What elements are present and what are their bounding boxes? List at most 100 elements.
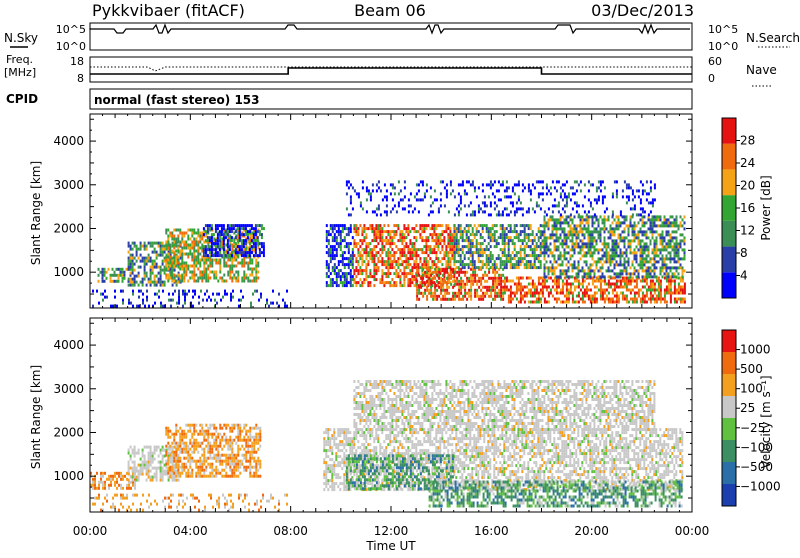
heatmap-cell	[467, 224, 470, 228]
heatmap-cell	[555, 230, 558, 234]
heatmap-cell	[429, 227, 432, 231]
heatmap-cell	[609, 227, 612, 231]
heatmap-cell	[553, 233, 556, 237]
heatmap-cell	[424, 273, 427, 277]
heatmap-cell	[355, 284, 358, 288]
heatmap-cell	[599, 248, 602, 252]
heatmap-cell	[102, 474, 104, 478]
heatmap-cell	[225, 243, 228, 247]
heatmap-cell	[147, 472, 150, 476]
heatmap-cell	[128, 298, 130, 302]
heatmap-cell	[601, 266, 604, 270]
heatmap-cell	[599, 239, 602, 243]
heatmap-cell	[603, 236, 606, 240]
heatmap-cell	[126, 477, 128, 481]
heatmap-cell	[635, 233, 638, 237]
heatmap-cell	[137, 463, 140, 467]
heatmap-cell	[537, 254, 540, 258]
heatmap-cell	[403, 245, 406, 249]
heatmap-cell	[137, 265, 140, 269]
heatmap-cell	[476, 294, 479, 298]
heatmap-cell	[255, 264, 258, 268]
heatmap-cell	[413, 207, 416, 211]
heatmap-cell	[655, 251, 658, 255]
heatmap-cell	[647, 275, 650, 279]
heatmap-cell	[523, 294, 526, 298]
heatmap-cell	[617, 227, 620, 231]
heatmap-cell	[175, 228, 178, 232]
heatmap-cell	[553, 221, 556, 225]
heatmap-cell	[589, 215, 592, 219]
heatmap-cell	[673, 291, 676, 295]
heatmap-cell	[367, 245, 370, 249]
heatmap-cell	[407, 263, 410, 267]
heatmap-cell	[631, 276, 634, 280]
heatmap-cell	[339, 233, 342, 237]
heatmap-cell	[441, 278, 444, 282]
heatmap-cell	[663, 239, 666, 243]
heatmap-cell	[609, 297, 612, 301]
heatmap-cell	[199, 246, 202, 250]
heatmap-cell	[417, 230, 420, 234]
heatmap-cell	[112, 496, 114, 500]
heatmap-cell	[623, 260, 626, 264]
heatmap-cell	[663, 288, 666, 292]
heatmap-cell	[681, 266, 684, 270]
heatmap-cell	[359, 245, 362, 249]
heatmap-cell	[563, 233, 566, 237]
heatmap-cell	[135, 244, 138, 248]
heatmap-cell	[353, 272, 356, 276]
heatmap-cell	[583, 224, 586, 228]
heatmap-cell	[599, 257, 602, 261]
heatmap-cell	[509, 266, 512, 270]
heatmap-cell	[599, 236, 602, 240]
heatmap-cell	[503, 263, 506, 267]
heatmap-cell	[383, 224, 386, 228]
heatmap-cell	[145, 283, 148, 287]
heatmap-cell	[471, 242, 474, 246]
heatmap-cell	[250, 251, 253, 255]
heatmap-cell	[476, 273, 479, 277]
heatmap-cell	[201, 276, 204, 280]
heatmap-cell	[383, 239, 386, 243]
heatmap-cell	[379, 278, 382, 282]
heatmap-cell	[419, 257, 422, 261]
heatmap-cell	[515, 201, 518, 205]
heatmap-cell	[220, 254, 223, 258]
heatmap-cell	[499, 227, 502, 231]
heatmap-cell	[339, 239, 342, 243]
heatmap-cell	[567, 282, 570, 286]
heatmap-cell	[165, 253, 168, 257]
heatmap-cell	[649, 291, 652, 295]
heatmap-cell	[447, 260, 450, 264]
heatmap-cell	[629, 186, 632, 190]
heatmap-cell	[481, 260, 484, 264]
heatmap-cell	[625, 218, 628, 222]
heatmap-cell	[415, 230, 418, 234]
heatmap-cell	[462, 297, 465, 301]
heatmap-cell	[565, 242, 568, 246]
heatmap-cell	[361, 257, 364, 261]
heatmap-cell	[653, 269, 656, 273]
heatmap-cell	[627, 242, 630, 246]
heatmap-cell	[529, 224, 532, 228]
heatmap-cell	[575, 236, 578, 240]
heatmap-cell	[539, 230, 542, 234]
heatmap-cell	[679, 279, 682, 283]
heatmap-cell	[387, 251, 390, 255]
heatmap-cell	[541, 230, 544, 234]
heatmap-cell	[244, 254, 247, 258]
heatmap-cell	[411, 278, 414, 282]
heatmap-cell	[523, 285, 526, 289]
heatmap-cell	[445, 230, 448, 234]
heatmap-cell	[333, 236, 336, 240]
nave-tick-top: 60	[708, 55, 722, 68]
heatmap-cell	[627, 230, 630, 234]
heatmap-cell	[445, 266, 448, 270]
heatmap-cell	[555, 236, 558, 240]
heatmap-cell	[494, 267, 497, 271]
heatmap-cell	[631, 207, 634, 211]
heatmap-cell	[235, 270, 238, 274]
heatmap-cell	[473, 245, 476, 249]
heatmap-cell	[679, 288, 682, 292]
